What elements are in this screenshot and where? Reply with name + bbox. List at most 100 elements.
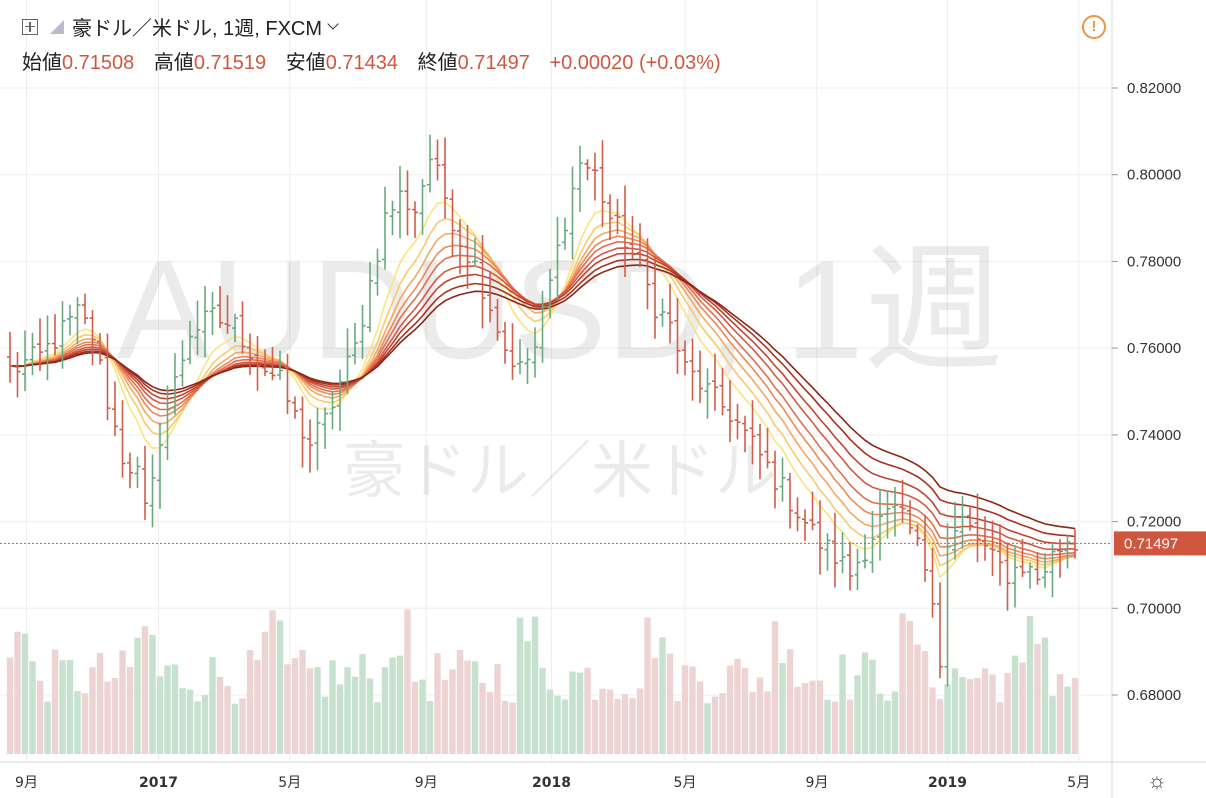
volume-bar: [989, 674, 996, 754]
volume-bar: [104, 681, 111, 754]
volume-bar: [291, 658, 299, 754]
ohlc-bar: [157, 422, 163, 509]
volume-bar: [764, 691, 771, 754]
ohlc-bar: [1049, 544, 1056, 598]
ohlc-bar: [209, 291, 216, 336]
ohlc-bar: [224, 295, 231, 334]
ohlc-bar: [419, 178, 426, 235]
volume-bar: [659, 637, 666, 754]
symbol-title[interactable]: 豪ドル／米ドル, 1週, FXCM: [72, 18, 323, 40]
ohlc-bar: [644, 238, 651, 310]
ohlc-bar: [472, 237, 478, 267]
ohlc-bar: [892, 486, 898, 537]
ohlc-bar: [809, 491, 816, 531]
volume-bar: [554, 695, 561, 754]
volume-bar: [321, 696, 329, 754]
ohlc-bar: [1012, 545, 1018, 608]
ohlc-bar: [299, 396, 306, 468]
symbol-row[interactable]: 豪ドル／米ドル, 1週, FXCM: [22, 12, 339, 41]
volume-bar: [231, 703, 239, 754]
volume-bar: [771, 621, 779, 754]
volume-bar: [891, 691, 899, 754]
ohlc-bar: [637, 223, 643, 268]
volume-bar: [914, 644, 921, 754]
volume-bar: [719, 693, 726, 754]
ohlc-bar: [547, 268, 553, 319]
volume-bar: [681, 665, 689, 754]
ohlc-bar: [404, 170, 411, 236]
ohlc-bar: [397, 165, 403, 239]
volume-bar: [959, 677, 966, 754]
volume-bar: [179, 688, 186, 754]
ohlc-bar: [689, 338, 696, 401]
volume-bar: [569, 671, 576, 754]
ohlc-bar: [269, 347, 276, 381]
chevron-down-icon[interactable]: [327, 17, 339, 30]
ohlc-bar: [82, 293, 88, 325]
volume-bar: [1034, 644, 1041, 754]
volume-bar: [494, 664, 501, 754]
ohlc-bar: [989, 520, 996, 576]
volume-bar: [479, 683, 486, 754]
volume-bar: [126, 666, 134, 754]
ohlc-bar: [517, 339, 523, 375]
change-value: +0.00020 (+0.03%): [549, 52, 721, 74]
ohlc-bar: [307, 419, 313, 473]
ohlc-bar: [704, 368, 711, 419]
bar-style-icon[interactable]: [50, 19, 64, 34]
volume-bar: [1041, 637, 1049, 754]
volume-bars: [6, 609, 1079, 754]
ohlc-bar: [817, 500, 823, 575]
time-axis[interactable]: 9月 2017 5月 9月 2018 5月 9月 2019 5月: [15, 775, 1090, 791]
volume-bar: [816, 680, 824, 754]
volume-bar: [254, 659, 261, 754]
ohlc-bar: [539, 290, 546, 363]
ohlc-bar: [967, 505, 973, 531]
ohlc-bar: [667, 283, 673, 344]
ohlc-bar: [607, 194, 613, 241]
volume-bar: [539, 668, 546, 754]
ohlc-bar: [1034, 552, 1041, 585]
ohlc-bar: [119, 400, 126, 478]
ohlc-bar: [97, 333, 103, 365]
add-indicator-icon[interactable]: [22, 18, 38, 35]
ohlc-bar: [749, 400, 756, 465]
ohlc-bar: [442, 137, 448, 219]
volume-bar: [636, 688, 644, 754]
volume-bar: [74, 691, 81, 754]
volume-bar: [6, 657, 14, 754]
ohlc-bar: [104, 333, 111, 421]
volume-bar: [794, 686, 801, 754]
ohlc-bar: [569, 166, 576, 260]
ohlc-bar: [29, 332, 36, 376]
volume-bar: [854, 675, 861, 754]
close-value: 0.71497: [457, 52, 530, 74]
ohlc-bar: [854, 548, 861, 591]
volume-bar: [434, 653, 441, 754]
volume-bar: [726, 665, 734, 754]
volume-bar: [561, 699, 569, 754]
volume-bar: [531, 616, 539, 754]
ohlc-bar: [884, 490, 891, 539]
volume-bar: [906, 620, 914, 754]
ohlc-bar: [772, 450, 778, 509]
volume-bar: [524, 641, 531, 754]
volume-bar: [509, 702, 516, 754]
time-tick-label: 5月: [278, 775, 301, 791]
volume-bar: [44, 701, 51, 754]
volume-bar: [284, 664, 291, 754]
volume-bar: [1019, 662, 1026, 754]
ohlc-bar: [187, 320, 193, 365]
volume-bar: [209, 657, 216, 754]
volume-bar: [1011, 655, 1019, 754]
ohlc-bar: [322, 407, 328, 449]
price-tick-label: 0.80000: [1127, 167, 1181, 184]
ohlc-bar: [344, 328, 351, 395]
ohlc-bar: [862, 534, 868, 569]
ohlc-bar: [914, 524, 921, 547]
low-label: 安値: [285, 52, 326, 74]
price-axis[interactable]: 0.82000 0.80000 0.78000 0.76000 0.74000 0.720…: [1112, 80, 1181, 704]
warning-icon[interactable]: !: [1082, 15, 1106, 39]
gear-icon[interactable]: ☼: [1146, 768, 1168, 793]
